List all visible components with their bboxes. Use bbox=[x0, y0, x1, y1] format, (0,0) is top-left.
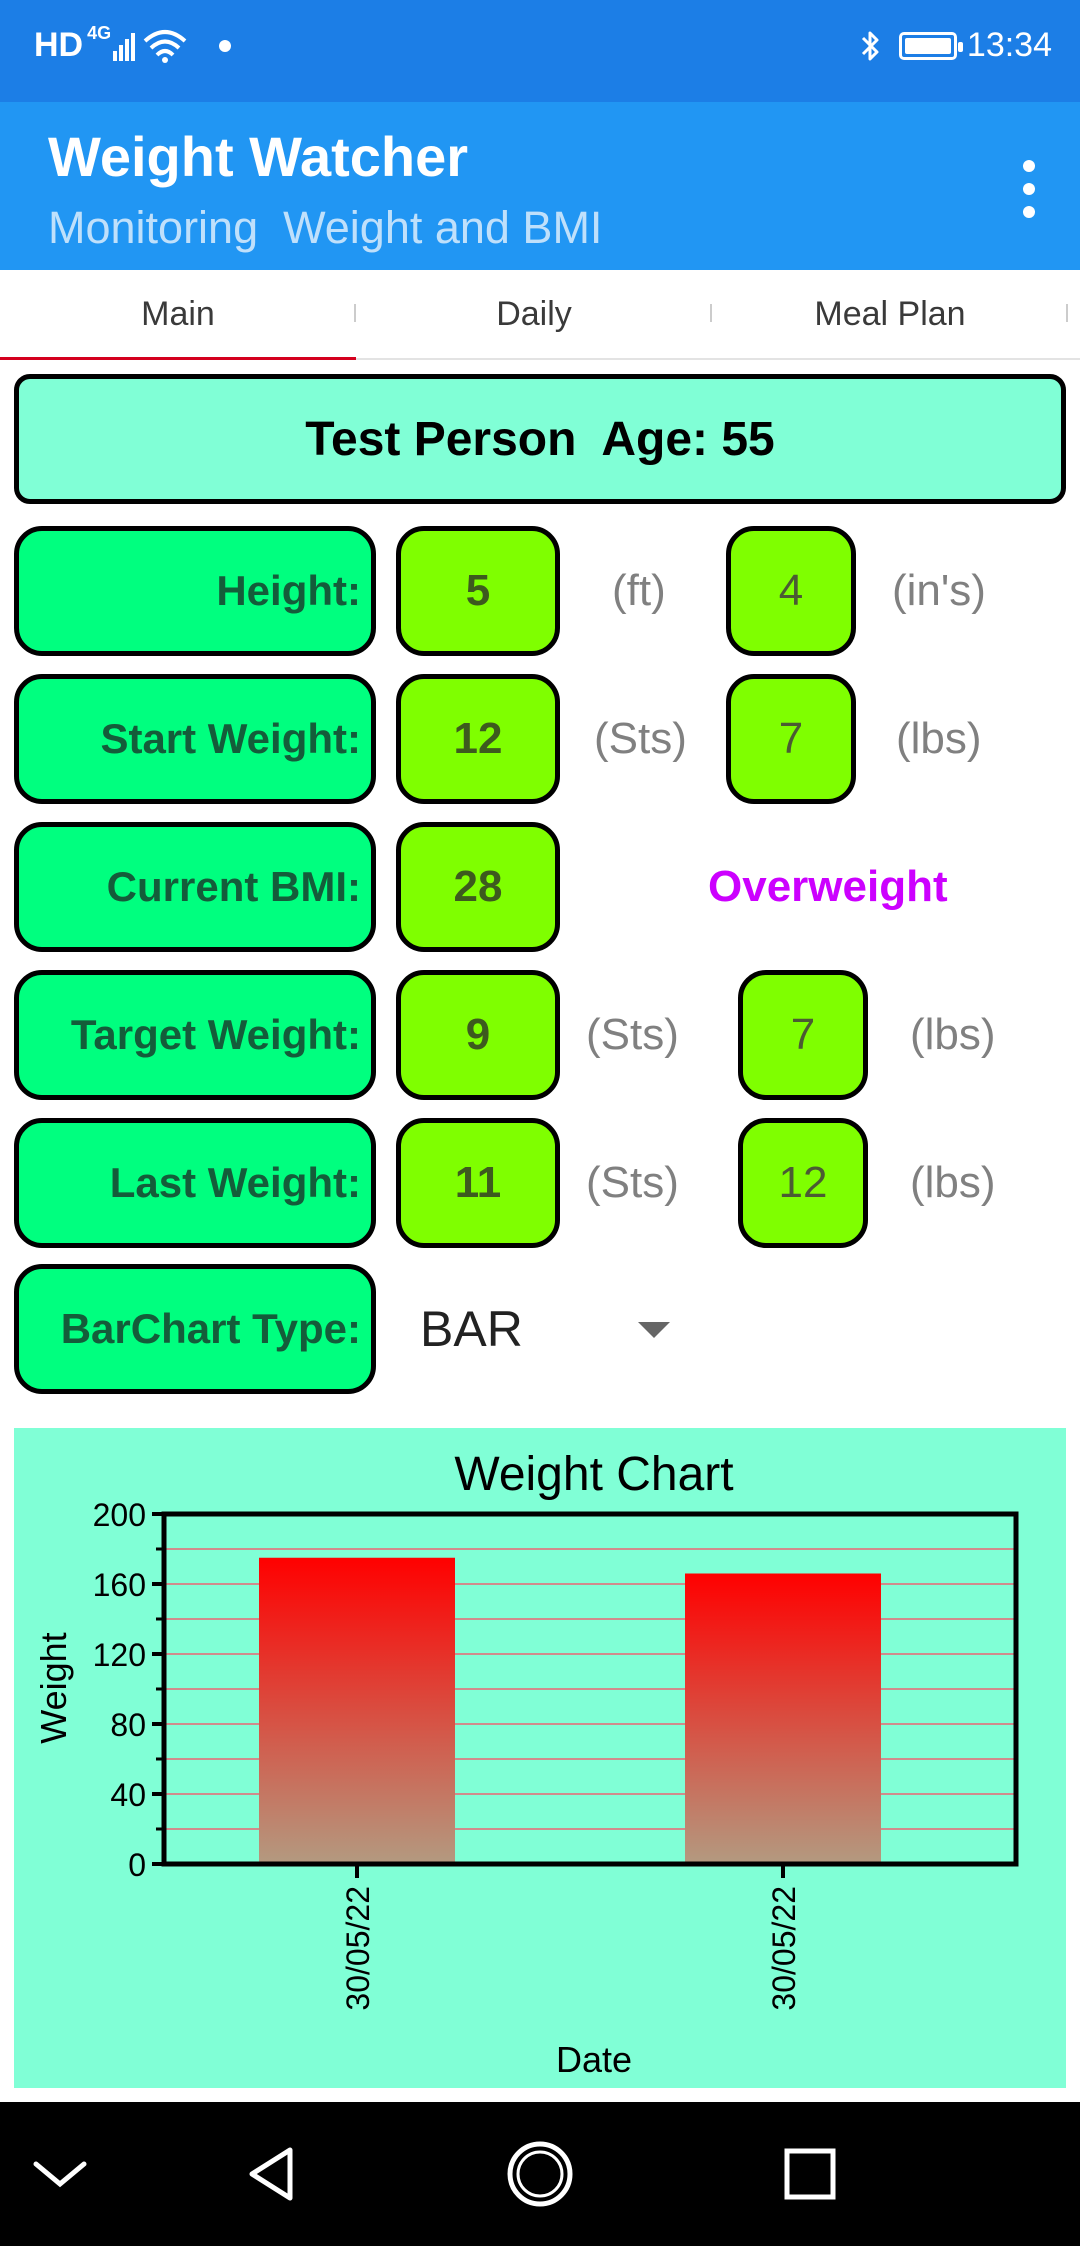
weight-chart: Weight Chart Weight Date 04080120160200 … bbox=[33, 1448, 1019, 2080]
weight-chart-panel: Weight Chart Weight Date 0 40 80 120 160 200 … bbox=[14, 1428, 1066, 2088]
battery-icon bbox=[898, 31, 963, 60]
y-tick-label: 120 bbox=[93, 1637, 146, 1673]
target-weight-label: Target Weight: bbox=[14, 970, 376, 1100]
target-weight-row: Target Weight: 9 (Sts) 7 (lbs) bbox=[0, 970, 1080, 1100]
last-weight-label: Last Weight: bbox=[14, 1118, 376, 1248]
height-inches-unit: (in's) bbox=[892, 566, 986, 615]
home-icon[interactable] bbox=[480, 2102, 600, 2246]
barchart-type-row: BarChart Type: BAR bbox=[0, 1264, 1080, 1394]
target-weight-pounds-field[interactable]: 7 bbox=[738, 970, 868, 1100]
start-weight-stones-field[interactable]: 12 bbox=[396, 674, 560, 804]
start-weight-stones-unit: (Sts) bbox=[594, 714, 687, 763]
last-weight-row: Last Weight: 11 (Sts) 12 (lbs) bbox=[0, 1118, 1080, 1248]
start-weight-label: Start Weight: bbox=[14, 674, 376, 804]
y-tick-label: 40 bbox=[110, 1777, 146, 1813]
height-label: Height: bbox=[14, 526, 376, 656]
tab-bar: Main Daily Meal Plan bbox=[0, 270, 1080, 360]
target-weight-stones-unit: (Sts) bbox=[586, 1010, 679, 1059]
status-left: HD 4G bbox=[34, 23, 232, 65]
start-weight-row: Start Weight: 12 (Sts) 7 (lbs) bbox=[0, 674, 1080, 804]
app-bar: Weight Watcher Monitoring Weight and BMI bbox=[0, 102, 1080, 270]
hide-keyboard-icon[interactable] bbox=[0, 2102, 120, 2246]
tab-meal-plan[interactable]: Meal Plan bbox=[712, 270, 1068, 358]
height-row: Height: 5 (ft) 4 (in's) bbox=[0, 526, 1080, 656]
current-bmi-label: Current BMI: bbox=[14, 822, 376, 952]
notification-dot-icon bbox=[219, 39, 232, 52]
chart-ylabel: Weight bbox=[33, 1632, 74, 1743]
last-weight-stones-unit: (Sts) bbox=[586, 1158, 679, 1207]
clock: 13:34 bbox=[966, 26, 1052, 64]
current-bmi-field[interactable]: 28 bbox=[396, 822, 560, 952]
start-weight-pounds-unit: (lbs) bbox=[896, 714, 982, 763]
tab-daily[interactable]: Daily bbox=[356, 270, 712, 358]
overflow-menu-icon[interactable] bbox=[1018, 160, 1040, 218]
target-weight-pounds-unit: (lbs) bbox=[910, 1010, 996, 1059]
status-right: 13:34 bbox=[859, 26, 1052, 65]
height-inches-field[interactable]: 4 bbox=[726, 526, 856, 656]
target-weight-stones-field[interactable]: 9 bbox=[396, 970, 560, 1100]
barchart-type-select[interactable]: BAR bbox=[420, 1301, 523, 1357]
bluetooth-icon bbox=[861, 31, 879, 60]
app-subtitle: Monitoring Weight and BMI bbox=[48, 202, 603, 253]
bar bbox=[685, 1573, 881, 1864]
current-bmi-row: Current BMI: 28 Overweight bbox=[0, 822, 1080, 952]
network-type-label: 4G bbox=[87, 23, 112, 43]
start-weight-pounds-field[interactable]: 7 bbox=[726, 674, 856, 804]
network-label: HD bbox=[34, 26, 84, 64]
x-tick-label: 30/05/22 bbox=[766, 1886, 802, 2011]
recents-icon[interactable] bbox=[750, 2102, 870, 2246]
tab-main[interactable]: Main bbox=[0, 270, 356, 360]
last-weight-pounds-field[interactable]: 12 bbox=[738, 1118, 868, 1248]
height-feet-unit: (ft) bbox=[612, 566, 666, 615]
y-tick-label: 0 bbox=[128, 1847, 146, 1883]
status-bar: HD 4G 13:34 bbox=[0, 0, 1080, 102]
wifi-icon bbox=[143, 29, 187, 63]
last-weight-pounds-unit: (lbs) bbox=[910, 1158, 996, 1207]
chart-xlabel: Date bbox=[556, 2039, 632, 2080]
system-nav-bar bbox=[0, 2102, 1080, 2246]
chart-title: Weight Chart bbox=[454, 1448, 733, 1501]
last-weight-stones-field[interactable]: 11 bbox=[396, 1118, 560, 1248]
y-tick-label: 200 bbox=[93, 1497, 146, 1533]
bmi-status-text: Overweight bbox=[708, 862, 948, 911]
bar bbox=[259, 1557, 455, 1864]
y-tick-label: 80 bbox=[110, 1707, 146, 1743]
signal-icon bbox=[113, 32, 136, 61]
person-card: Test Person Age: 55 bbox=[14, 374, 1066, 504]
back-icon[interactable] bbox=[212, 2102, 332, 2246]
height-feet-field[interactable]: 5 bbox=[396, 526, 560, 656]
barchart-type-label: BarChart Type: bbox=[14, 1264, 376, 1394]
dropdown-arrow-icon[interactable] bbox=[638, 1322, 670, 1338]
y-tick-label: 160 bbox=[93, 1567, 146, 1603]
app-title: Weight Watcher bbox=[48, 125, 469, 188]
x-tick-label: 30/05/22 bbox=[340, 1886, 376, 2011]
